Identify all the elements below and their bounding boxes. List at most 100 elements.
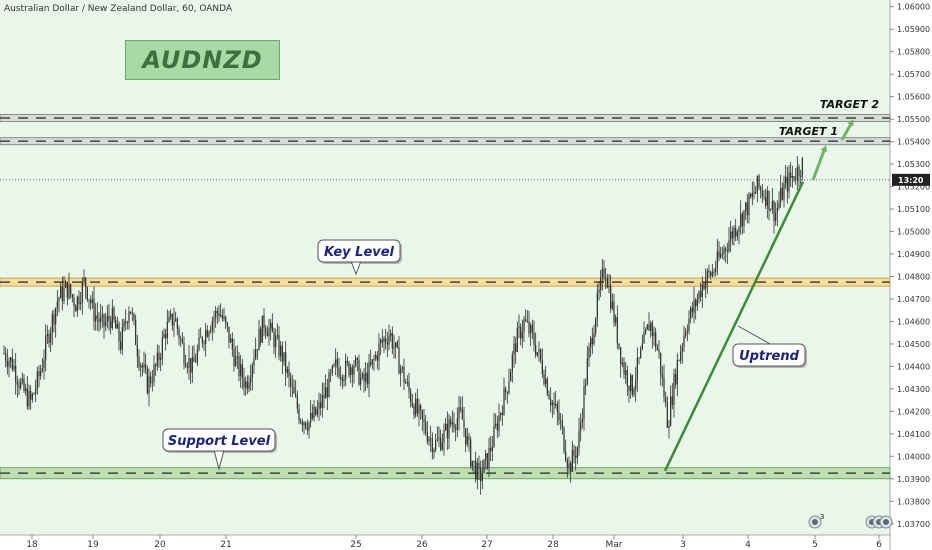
candle-body [645, 329, 647, 333]
candle-body [188, 358, 190, 368]
candle-body [771, 201, 773, 210]
candle-body [700, 291, 702, 298]
candle-body [763, 196, 765, 198]
candle-body [315, 407, 317, 415]
candle-body [578, 430, 580, 448]
candle-body [58, 298, 60, 302]
candle-body [760, 187, 762, 191]
y-tick-label: 1.06000 [897, 3, 930, 12]
uptrend-callout-box [732, 343, 806, 367]
candle-body [570, 463, 572, 472]
candle-body [411, 402, 413, 407]
candle-body [321, 394, 323, 408]
candle-body [551, 402, 553, 406]
candle-body [488, 447, 490, 468]
candle-body [273, 332, 275, 348]
candle-body [360, 377, 362, 385]
candle-body [296, 396, 298, 409]
candle-body [388, 335, 390, 345]
candle-body [148, 376, 150, 394]
candle-body [31, 394, 33, 400]
candle-body [373, 359, 375, 360]
candle-body [575, 455, 577, 459]
candle-body [176, 319, 178, 329]
candle-body [96, 315, 98, 319]
candle-body [623, 362, 625, 375]
candle-body [345, 361, 347, 380]
support-level-callout-box [162, 428, 276, 452]
candle-body [396, 342, 398, 347]
candle-body [41, 368, 43, 371]
candle-body [461, 409, 463, 420]
candle-body [395, 342, 397, 348]
candle-body [8, 361, 10, 367]
y-tick-label: 1.05300 [897, 160, 930, 169]
candle-body [20, 381, 22, 388]
candle-body [728, 240, 730, 252]
candle-body [270, 322, 272, 329]
candle-body [435, 440, 437, 450]
candle-body [621, 362, 623, 365]
candle-body [783, 183, 785, 200]
candle-body [5, 353, 7, 361]
candle-body [278, 335, 280, 357]
candle-body [768, 190, 770, 211]
candle-body [141, 365, 143, 368]
candle-body [235, 356, 237, 366]
candle-body [3, 352, 5, 354]
candle-body [205, 330, 207, 345]
candle-body [586, 358, 588, 385]
candle-body [573, 449, 575, 456]
candle-body [351, 367, 353, 375]
candle-body [795, 179, 797, 181]
candle-body [186, 366, 188, 368]
candle-body [51, 314, 53, 333]
candle-body [741, 213, 743, 227]
candle-body [671, 396, 673, 405]
candle-body [525, 319, 527, 321]
candle-body [543, 374, 545, 384]
price-tag [892, 173, 930, 186]
candle-body [370, 362, 372, 365]
y-tick-label: 1.05500 [897, 115, 930, 124]
candle-body [93, 298, 95, 322]
candle-body [500, 413, 502, 416]
plot-area [0, 0, 890, 535]
candle-body [490, 447, 492, 452]
candle-body [366, 372, 368, 385]
candle-body [265, 327, 267, 333]
candle-body [60, 286, 62, 299]
candle-body [778, 202, 780, 208]
target-1-label: TARGET 1 [779, 125, 838, 138]
candle-body [30, 390, 32, 400]
candle-body [263, 315, 265, 328]
candle-body [703, 284, 705, 289]
candle-body [190, 358, 192, 373]
candle-body [91, 298, 93, 304]
y-tick-label: 1.03700 [897, 520, 930, 529]
candle-body [598, 289, 600, 293]
x-tick-label: 4 [745, 540, 751, 550]
candle-body [401, 367, 403, 369]
candle-body [528, 321, 530, 334]
candle-body [103, 314, 105, 326]
candle-body [636, 357, 638, 380]
x-tick-label: 6 [876, 540, 882, 550]
candle-body [526, 320, 528, 322]
candle-body [300, 420, 302, 423]
candle-body [430, 437, 432, 439]
candle-body [453, 422, 455, 428]
candle-body [406, 381, 408, 384]
candle-body [655, 332, 657, 348]
uptrend-callout-label: Uptrend [739, 349, 800, 364]
candle-body [250, 377, 252, 383]
candle-body [711, 271, 713, 276]
candle-body [781, 188, 783, 200]
candle-body [350, 367, 352, 376]
target-1-arrow-shaft [811, 147, 827, 181]
candle-body [85, 277, 87, 288]
candle-body [201, 337, 203, 344]
candle-body [356, 358, 358, 361]
candle-body [353, 365, 355, 375]
